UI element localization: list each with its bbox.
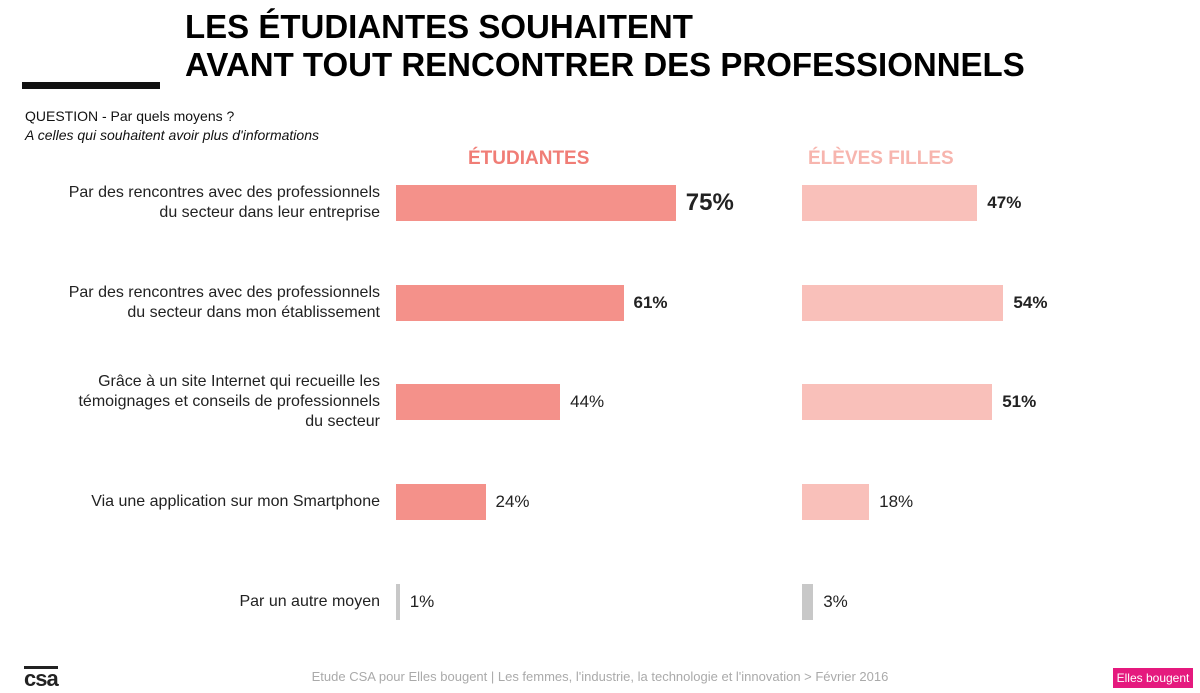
value-label: 61% [633, 292, 668, 312]
bar [802, 384, 993, 421]
bar [396, 583, 400, 620]
title: LES ÉTUDIANTES SOUHAITENT [185, 8, 693, 45]
bar [802, 185, 978, 221]
value-label: 51% [1002, 392, 1037, 412]
bar [396, 384, 561, 421]
subtitle: A celles qui souhaitent avoir plus d'inf… [25, 127, 319, 143]
value-label: 24% [495, 492, 530, 512]
value-label: 18% [879, 492, 914, 512]
value-label: 54% [1013, 292, 1048, 312]
bar [396, 185, 676, 221]
bar [396, 484, 486, 521]
series-header: ÉLÈVES FILLES [808, 148, 954, 169]
category-label: Par un autre moyen [239, 592, 380, 610]
bar [802, 284, 1004, 321]
value-label: 3% [823, 591, 848, 611]
question: QUESTION - Par quels moyens ? [25, 108, 235, 124]
value-label: 47% [987, 193, 1022, 212]
category-label: Par des rencontres avec des professionne… [68, 283, 380, 321]
title-rule [22, 82, 160, 89]
title: AVANT TOUT RENCONTRER DES PROFESSIONNELS [185, 46, 1025, 83]
value-label: 44% [570, 392, 605, 412]
bar [802, 583, 814, 620]
bar [802, 484, 870, 521]
footer: Etude CSA pour Elles bougent | Les femme… [311, 669, 889, 684]
value-label: 75% [685, 189, 734, 216]
logo-right: Elles bougent [1113, 668, 1193, 688]
series-header: ÉTUDIANTES [468, 148, 590, 169]
bar [396, 284, 624, 321]
category-label: Grâce à un site Internet qui recueille l… [78, 373, 380, 431]
value-label: 1% [409, 591, 435, 611]
logo-left: csa [24, 666, 59, 691]
category-label: Via une application sur mon Smartphone [91, 493, 380, 511]
category-label: Par des rencontres avec des professionne… [68, 184, 380, 221]
